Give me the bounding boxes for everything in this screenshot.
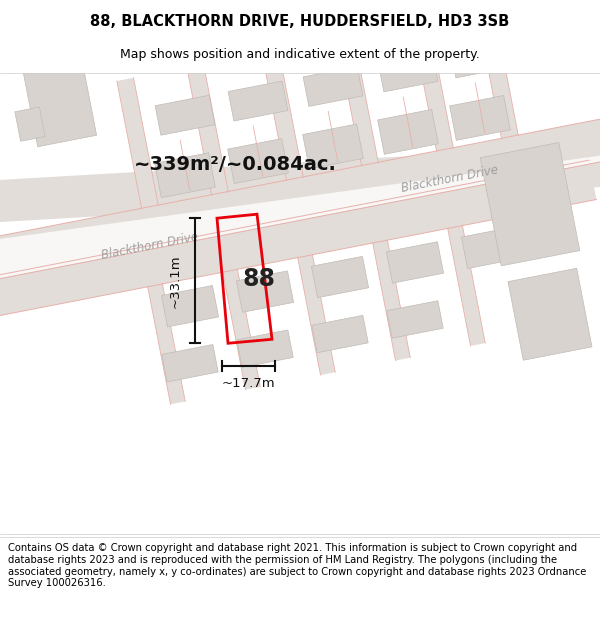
Polygon shape	[227, 139, 289, 184]
Text: ~339m²/~0.084ac.: ~339m²/~0.084ac.	[134, 154, 337, 174]
Bar	[15, 107, 45, 141]
Polygon shape	[236, 271, 293, 312]
Text: Blackthorn Drive: Blackthorn Drive	[100, 231, 200, 262]
Polygon shape	[0, 160, 596, 352]
Polygon shape	[262, 49, 304, 181]
Polygon shape	[155, 95, 215, 135]
Polygon shape	[387, 301, 443, 338]
Polygon shape	[303, 66, 363, 106]
Bar	[23, 62, 97, 147]
Polygon shape	[449, 96, 511, 141]
Polygon shape	[386, 242, 443, 283]
Bar	[508, 268, 592, 360]
Text: Contains OS data © Crown copyright and database right 2021. This information is : Contains OS data © Crown copyright and d…	[8, 543, 586, 588]
Polygon shape	[161, 286, 218, 327]
Polygon shape	[461, 227, 518, 269]
Polygon shape	[0, 142, 600, 225]
Polygon shape	[412, 21, 454, 151]
Polygon shape	[302, 124, 364, 169]
Polygon shape	[223, 269, 260, 390]
Polygon shape	[373, 240, 410, 361]
Text: 88, BLACKTHORN DRIVE, HUDDERSFIELD, HD3 3SB: 88, BLACKTHORN DRIVE, HUDDERSFIELD, HD3 …	[91, 14, 509, 29]
Text: 88: 88	[242, 267, 275, 291]
Polygon shape	[311, 256, 368, 298]
Polygon shape	[117, 78, 158, 209]
Text: Map shows position and indicative extent of the property.: Map shows position and indicative extent…	[120, 48, 480, 61]
Polygon shape	[0, 92, 600, 286]
Polygon shape	[0, 149, 600, 288]
Polygon shape	[228, 81, 288, 121]
Text: ~33.1m: ~33.1m	[169, 254, 182, 308]
Polygon shape	[312, 316, 368, 352]
Bar	[480, 142, 580, 266]
Polygon shape	[162, 344, 218, 382]
Polygon shape	[450, 38, 510, 78]
Polygon shape	[337, 35, 379, 166]
Text: ~17.7m: ~17.7m	[221, 377, 275, 390]
Polygon shape	[187, 64, 229, 195]
Polygon shape	[155, 153, 215, 198]
Polygon shape	[237, 330, 293, 367]
Polygon shape	[477, 8, 518, 139]
Polygon shape	[448, 225, 485, 346]
Polygon shape	[298, 254, 335, 375]
Polygon shape	[148, 284, 185, 404]
Polygon shape	[377, 109, 439, 154]
Polygon shape	[378, 52, 438, 92]
Text: Blackthorn Drive: Blackthorn Drive	[400, 163, 500, 195]
